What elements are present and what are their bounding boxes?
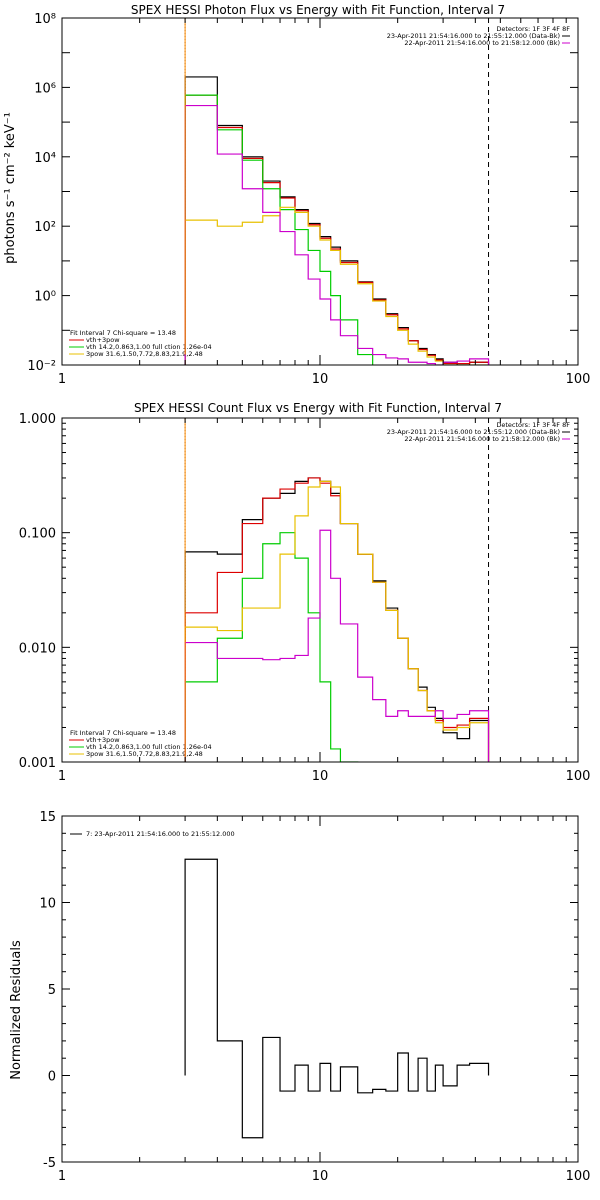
yellow-series [184,206,490,365]
black-series [184,858,490,1139]
photon-flux-fit-header: Fit Interval 7 Chi-square = 13.48 [70,329,176,337]
photon-flux-legend-bottom: Fit Interval 7 Chi-square = 13.48 vth+3p… [69,329,212,358]
residuals-panel: Normalized Residuals 7: 23-Apr-2011 21:5… [9,810,590,1184]
photon-flux-legend-line-2: 22-Apr-2011 21:54:16.000 to 21:58:12.000… [404,39,560,47]
count-flux-legend-top: Detectors: 1F 3F 4F 8F 23-Apr-2011 21:54… [387,421,571,443]
y-tick-label: 15 [39,810,56,825]
x-tick-label: 1 [58,1169,66,1184]
plot-area [184,18,490,365]
yellow-series [184,480,490,762]
count-flux-fit-line-3: 3pow 31.6,1.50,7.72,8.83,21.9,2.48 [86,750,203,758]
photon-flux-legend-line-1: 23-Apr-2011 21:54:16.000 to 21:55:12.000… [387,32,560,40]
count-flux-legend-line-1: 23-Apr-2011 21:54:16.000 to 21:55:12.000… [387,428,560,436]
y-tick-label: 0.010 [19,641,56,656]
y-tick-label: 0.100 [19,527,56,542]
y-tick-label: 10 [39,897,56,912]
count-flux-title: SPEX HESSI Count Flux vs Energy with Fit… [134,401,502,415]
plot-frame [61,17,579,366]
green-series [184,532,359,762]
y-tick-label: 10⁰ [34,290,56,305]
x-tick-label: 10 [312,1169,329,1184]
magenta-series [184,104,490,365]
y-tick-label: 0.001 [19,756,56,771]
magenta-series [184,529,490,762]
residuals-legend: 7: 23-Apr-2011 21:54:16.000 to 21:55:12.… [86,830,235,838]
y-tick-label: 10⁶ [34,81,56,96]
photon-flux-fit-line-1: vth+3pow [86,336,120,344]
y-ticks [62,815,578,1163]
y-tick-label: 1.000 [19,412,56,427]
plot-area [184,418,490,762]
x-ticks [61,418,567,762]
x-tick-label: 1 [58,769,66,784]
y-tick-label: 10⁻² [27,359,56,374]
photon-flux-fit-line-2: vth 14.2,0.863,1.00 full ction 1.26e-04 [86,343,212,351]
count-flux-legend-header: Detectors: 1F 3F 4F 8F [496,421,570,429]
count-flux-legend-bottom: Fit Interval 7 Chi-square = 13.48 vth+3p… [69,729,212,758]
x-tick-label: 10 [312,372,329,387]
y-ticks [62,17,578,366]
photon-flux-panel: SPEX HESSI Photon Flux vs Energy with Fi… [3,3,590,387]
x-tick-label: 1 [58,372,66,387]
photon-flux-fit-line-3: 3pow 31.6,1.50,7.72,8.83,21.9,2.48 [86,350,203,358]
photon-flux-legend-header: Detectors: 1F 3F 4F 8F [496,25,570,33]
x-tick-label: 100 [566,1169,591,1184]
plot-frame [61,815,579,1163]
green-series [184,94,374,365]
y-tick-label: 10⁴ [34,151,56,166]
photon-flux-legend-top: Detectors: 1F 3F 4F 8F 23-Apr-2011 21:54… [387,25,571,47]
photon-flux-ylabel: photons s⁻¹ cm⁻² keV⁻¹ [3,112,18,264]
x-tick-label: 10 [312,769,329,784]
count-flux-legend-line-2: 22-Apr-2011 21:54:16.000 to 21:58:12.000… [404,435,560,443]
residuals-ylabel: Normalized Residuals [9,940,24,1080]
y-tick-label: 0 [48,1070,56,1085]
black-series [184,76,490,365]
red-series [184,94,490,365]
x-tick-label: 100 [566,372,591,387]
x-ticks [61,816,567,1162]
count-flux-fit-header: Fit Interval 7 Chi-square = 13.48 [70,729,176,737]
photon-flux-title: SPEX HESSI Photon Flux vs Energy with Fi… [131,3,505,17]
y-tick-label: 10² [34,220,56,235]
y-tick-label: -5 [43,1156,56,1171]
count-flux-fit-line-1: vth+3pow [86,736,120,744]
plot-area [184,858,490,1139]
count-flux-panel: SPEX HESSI Count Flux vs Energy with Fit… [19,401,591,784]
x-tick-label: 100 [566,769,591,784]
y-tick-label: 5 [48,983,56,998]
x-ticks [61,18,567,365]
y-tick-label: 10⁸ [34,12,56,27]
plot-frame [61,417,579,763]
count-flux-fit-line-2: vth 14.2,0.863,1.00 full ction 1.26e-04 [86,743,212,751]
